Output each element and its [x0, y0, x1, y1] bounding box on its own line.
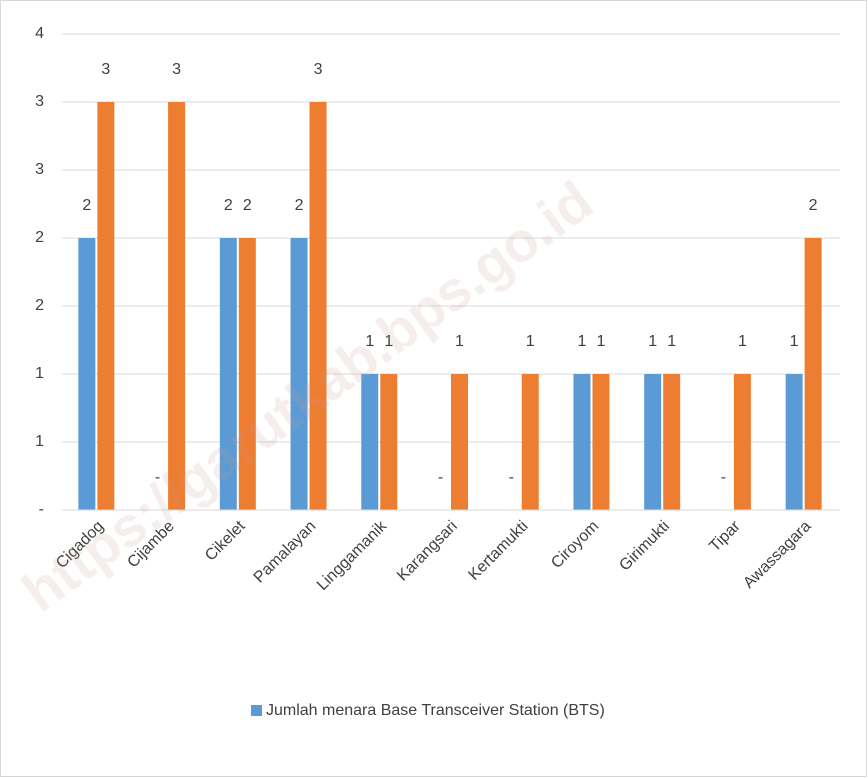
y-tick-label: 3 [35, 161, 44, 178]
y-tick-label: 4 [35, 25, 44, 42]
y-tick-label: 1 [35, 433, 44, 450]
bar [733, 374, 751, 510]
data-label: 2 [809, 197, 818, 214]
data-label: 2 [82, 197, 91, 214]
data-label: 1 [738, 333, 747, 350]
bar [592, 374, 610, 510]
data-label: 3 [314, 61, 323, 78]
data-label: 1 [455, 333, 464, 350]
data-label: 2 [243, 197, 252, 214]
data-label: 2 [224, 197, 233, 214]
data-label: 1 [790, 333, 799, 350]
legend-label: Jumlah menara Base Transceiver Station (… [266, 702, 605, 719]
data-label: 1 [526, 333, 535, 350]
data-label: - [509, 469, 514, 486]
bar [238, 238, 256, 510]
data-label: 2 [295, 197, 304, 214]
legend-swatch [251, 705, 262, 716]
bar [168, 102, 186, 510]
bar [309, 102, 327, 510]
bar [644, 374, 662, 510]
bar [573, 374, 591, 510]
data-label: 3 [172, 61, 181, 78]
bar [219, 238, 237, 510]
bar [290, 238, 308, 510]
bar [663, 374, 681, 510]
data-label: 1 [667, 333, 676, 350]
y-tick-label: - [39, 501, 44, 518]
bar [78, 238, 96, 510]
y-tick-label: 2 [35, 297, 44, 314]
y-tick-label: 3 [35, 93, 44, 110]
data-label: - [155, 469, 160, 486]
bar [785, 374, 803, 510]
bar [380, 374, 398, 510]
bar [361, 374, 379, 510]
y-tick-label: 2 [35, 229, 44, 246]
data-label: 1 [578, 333, 587, 350]
data-label: 1 [648, 333, 657, 350]
bar [97, 102, 115, 510]
data-label: - [721, 469, 726, 486]
data-label: - [438, 469, 443, 486]
bar [521, 374, 539, 510]
data-label: 3 [101, 61, 110, 78]
data-label: 1 [597, 333, 606, 350]
data-label: 1 [384, 333, 393, 350]
bar [804, 238, 822, 510]
bar [451, 374, 468, 510]
data-label: 1 [365, 333, 374, 350]
y-tick-label: 1 [35, 365, 44, 382]
